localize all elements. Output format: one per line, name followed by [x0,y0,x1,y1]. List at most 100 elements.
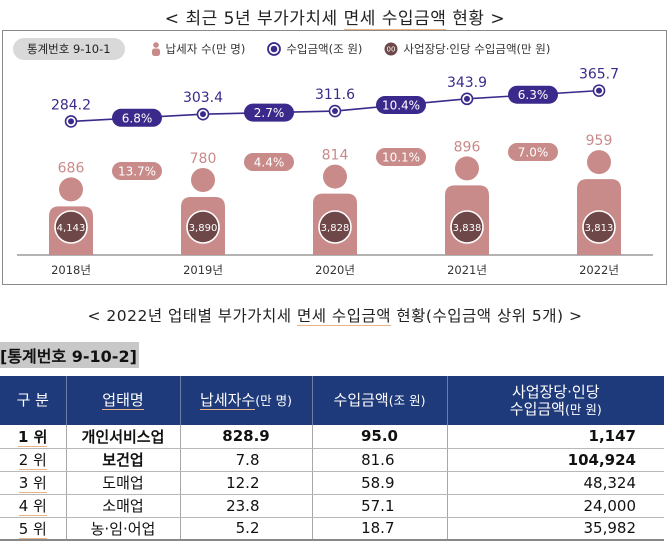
legend-item-per-capita: 00 사업장당·인당 수입금액(만 원) [384,41,550,57]
table-row: 3 위 도매업 12.2 58.9 48,324 [0,471,664,495]
cell-revenue: 95.0 [311,425,447,449]
taxpayer-value-label: 959 [586,133,613,149]
cell-taxpayers: 5.2 [179,517,312,541]
taxpayer-growth-label: 4.4% [254,156,285,170]
taxpayer-figure-head [59,177,83,202]
cell-per-capita: 48,324 [446,471,664,495]
per-capita-badge [186,210,220,244]
cell-rank: 3 위 [0,471,66,495]
revenue-growth-pill [244,103,294,122]
taxpayer-value-label: 896 [454,139,481,155]
table-row: 1 위 개인서비스업 828.9 95.0 1,147 [0,425,664,449]
header-industry: 업태명 [65,376,180,425]
revenue-growth-label: 6.8% [122,111,153,125]
table-title: < 2022년 업태별 부가가치세 면세 수입금액 현황(수입금액 상위 5개)… [87,307,583,326]
per-capita-badge [582,210,616,244]
chart-title: < 최근 5년 부가가치세 면세 수입금액 현황 > [164,9,506,30]
ranking-table: 구 분 업태명 납세자수(만 명) 수입금액(조 원) 사업장당·인당 수입금액(… [0,376,664,541]
taxpayer-growth-label: 7.0% [518,146,549,160]
header-revenue: 수입금액(조 원) [311,376,447,425]
revenue-value-label: 284.2 [51,97,91,113]
x-tick-label: 2018년 [51,263,91,277]
revenue-growth-label: 6.3% [518,88,549,102]
taxpayer-growth-pill [376,148,426,166]
cell-taxpayers: 12.2 [179,471,312,495]
taxpayer-growth-pill [244,153,294,171]
taxpayer-value-label: 814 [322,148,349,164]
cell-per-capita: 1,147 [446,425,664,449]
taxpayer-value-label: 780 [190,151,217,167]
cell-revenue: 18.7 [311,517,447,541]
revenue-point-inner [200,111,206,118]
chart-frame: 통계번호 9-10-1 납세자 수(만 명) 수입금액(조 원) 00 사업장당… [2,30,667,285]
revenue-value-label: 303.4 [183,90,223,106]
table-row: 5 위 농·임·어업 5.2 18.7 35,982 [0,517,664,541]
revenue-value-label: 311.6 [315,87,355,103]
chart-plot: 6.8% 2.7% 10.4% 6.3% 284.2 303.4 311.6 343.9 365… [17,67,653,277]
revenue-point-inner [68,118,74,125]
per-capita-badge [450,210,484,244]
revenue-point-inner [464,95,470,102]
taxpayer-growth-label: 10.1% [382,151,420,165]
table-stat-number: [통계번호 9-10-2] [0,342,139,368]
cell-revenue: 81.6 [311,448,447,472]
svg-text:00: 00 [387,46,396,54]
cell-industry: 농·임·어업 [65,517,180,541]
cell-rank: 4 위 [0,494,66,518]
legend-item-revenue: 수입금액(조 원) [267,41,362,57]
cell-revenue: 57.1 [311,494,447,518]
per-capita-value-label: 3,838 [453,223,482,234]
x-tick-label: 2019년 [183,263,223,277]
header-taxpayers: 납세자수(만 명) [179,376,312,425]
taxpayer-figure-head [587,150,611,175]
cell-industry: 도매업 [65,471,180,495]
table-row: 2 위 보건업 7.8 81.6 104,924 [0,448,664,472]
per-capita-value-label: 3,890 [189,223,218,234]
taxpayer-figure-head [455,156,479,181]
cell-taxpayers: 828.9 [179,425,312,449]
taxpayer-growth-label: 13.7% [118,165,156,179]
legend: 통계번호 9-10-1 납세자 수(만 명) 수입금액(조 원) 00 사업장당… [13,37,572,61]
value-badge-icon: 00 [384,42,398,56]
cell-industry: 개인서비스업 [65,425,180,449]
revenue-point-inner [596,87,602,94]
cell-revenue: 58.9 [311,471,447,495]
per-capita-value-label: 3,828 [321,223,350,234]
cell-rank: 2 위 [0,448,66,472]
header-rank: 구 분 [0,376,66,425]
taxpayer-figure-head [323,164,347,189]
table-header-row: 구 분 업태명 납세자수(만 명) 수입금액(조 원) 사업장당·인당 수입금액(… [0,376,664,425]
per-capita-badge [318,210,352,244]
revenue-point-inner [332,108,338,115]
revenue-value-label: 343.9 [447,75,487,91]
target-circle-icon [267,42,282,56]
legend-item-taxpayers: 납세자 수(만 명) [151,41,245,57]
revenue-growth-pill [508,85,558,104]
cell-industry: 소매업 [65,494,180,518]
taxpayer-figure-head [191,168,215,192]
cell-taxpayers: 23.8 [179,494,312,518]
revenue-growth-pill [376,95,426,114]
per-capita-badge [54,210,88,244]
cell-rank: 5 위 [0,517,66,541]
cell-taxpayers: 7.8 [179,448,312,472]
taxpayer-growth-pill [508,143,558,161]
per-capita-value-label: 3,813 [585,223,614,234]
person-icon [151,42,161,56]
cell-industry: 보건업 [65,448,180,472]
revenue-growth-label: 2.7% [254,106,285,120]
revenue-value-label: 365.7 [579,67,619,83]
cell-per-capita: 24,000 [446,494,664,518]
cell-per-capita: 104,924 [446,448,664,472]
cell-rank: 1 위 [0,425,66,449]
header-per-capita: 사업장당·인당 수입금액(만 원) [446,376,664,425]
taxpayer-growth-pill [112,162,162,180]
x-tick-label: 2020년 [315,263,355,277]
table-row: 4 위 소매업 23.8 57.1 24,000 [0,494,664,518]
cell-per-capita: 35,982 [446,517,664,541]
x-tick-label: 2022년 [579,263,619,277]
taxpayer-value-label: 686 [58,160,85,176]
per-capita-value-label: 4,143 [57,223,86,234]
revenue-growth-pill [112,108,162,127]
stat-number-badge: 통계번호 9-10-1 [13,38,125,60]
